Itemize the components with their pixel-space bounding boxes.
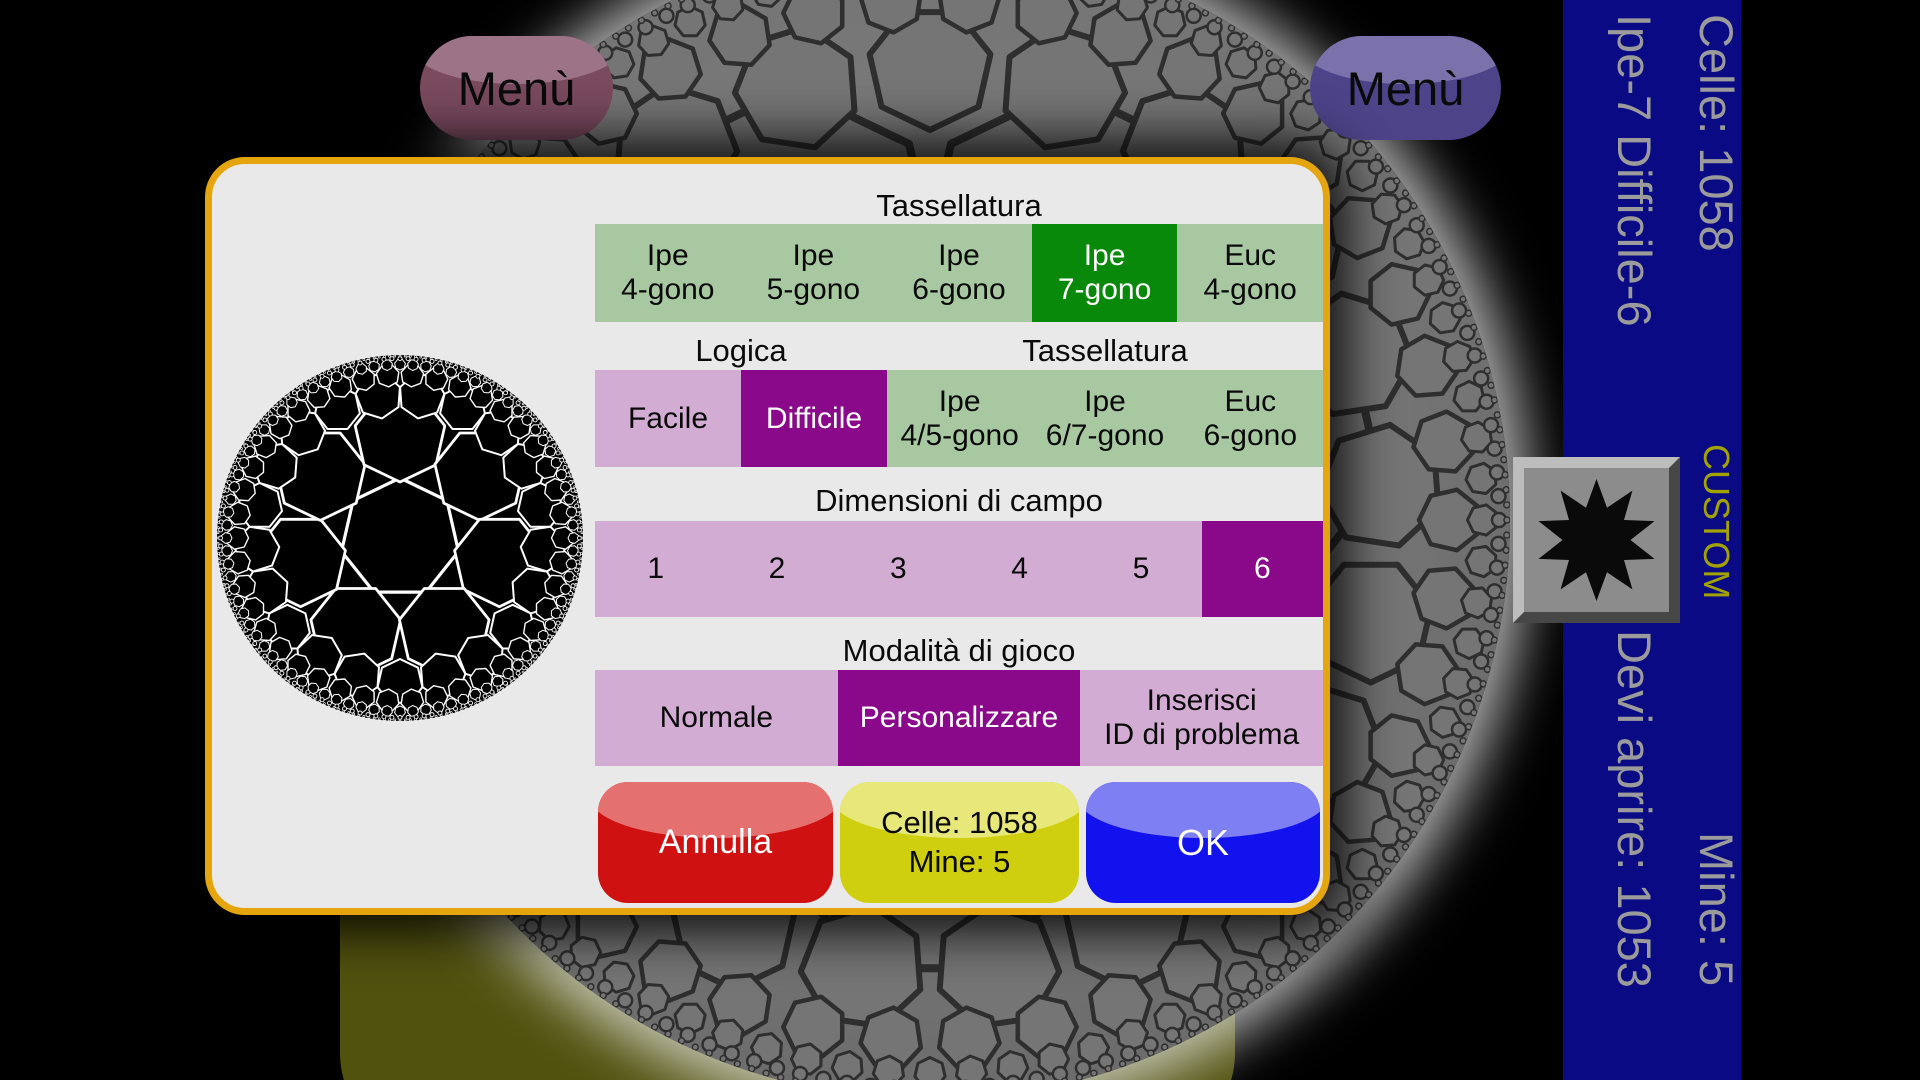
option-size-4[interactable]: 4: [958, 521, 1081, 617]
settings-dialog: Tassellatura Ipe 4-gono Ipe 5-gono Ipe 6…: [205, 157, 1330, 915]
option-ipe-7gono-selected[interactable]: Ipe 7-gono: [1031, 224, 1178, 322]
option-ipe-4gono[interactable]: Ipe 4-gono: [595, 224, 741, 322]
option-ipe-67gono[interactable]: Ipe 6/7-gono: [1032, 370, 1178, 467]
option-size-5[interactable]: 5: [1080, 521, 1202, 617]
star-icon: [1538, 479, 1655, 601]
status-mines: Mine: 5: [1690, 832, 1743, 987]
menu-button-left[interactable]: Menù: [420, 36, 613, 140]
ok-label: OK: [1176, 822, 1229, 863]
options-column: Tassellatura Ipe 4-gono Ipe 5-gono Ipe 6…: [595, 164, 1324, 908]
section-header-tessellation2: Tassellatura: [1022, 333, 1188, 368]
section-header-field-size: Dimensioni di campo: [815, 483, 1103, 518]
custom-star-button[interactable]: [1513, 457, 1680, 623]
status-custom-badge: CUSTOM: [1696, 444, 1737, 600]
menu-right-label: Menù: [1346, 61, 1465, 115]
option-size-1[interactable]: 1: [595, 521, 717, 617]
section-header-logic: Logica: [695, 333, 787, 368]
option-ipe-45gono[interactable]: Ipe 4/5-gono: [887, 370, 1033, 467]
button-gloss: [598, 782, 833, 838]
tessellation2-group: Ipe 4/5-gono Ipe 6/7-gono Euc 6-gono: [887, 370, 1323, 467]
status-cells-to-open: Devi aprire: 1053: [1608, 630, 1661, 988]
option-size-6-selected[interactable]: 6: [1201, 521, 1323, 617]
button-gloss: [420, 36, 613, 84]
option-size-2[interactable]: 2: [716, 521, 838, 617]
option-size-3[interactable]: 3: [837, 521, 959, 617]
option-difficile-selected[interactable]: Difficile: [741, 370, 887, 467]
button-gloss: [840, 782, 1079, 838]
option-inserisci-id[interactable]: Inserisci ID di problema: [1080, 670, 1324, 766]
section-header-game-mode: Modalità di gioco: [842, 633, 1076, 668]
menu-button-right[interactable]: Menù: [1310, 36, 1501, 140]
game-mode-row: Normale Personalizzare Inserisci ID di p…: [595, 670, 1324, 766]
button-gloss: [1086, 782, 1320, 838]
option-ipe-5gono[interactable]: Ipe 5-gono: [740, 224, 887, 322]
cells-mines-label: Celle: 1058 Mine: 5: [881, 804, 1038, 879]
menu-left-label: Menù: [457, 61, 576, 115]
option-personalizzare-selected[interactable]: Personalizzare: [837, 670, 1081, 766]
cancel-button[interactable]: Annulla: [598, 782, 833, 903]
cancel-label: Annulla: [658, 823, 773, 862]
section-header-tessellation: Tassellatura: [876, 188, 1042, 223]
tessellation-row: Ipe 4-gono Ipe 5-gono Ipe 6-gono Ipe 7-g…: [595, 224, 1323, 322]
field-size-row: 1 2 3 4 5 6: [595, 521, 1323, 617]
button-gloss: [1310, 36, 1501, 84]
tiling-preview-disc: [217, 355, 583, 721]
option-euc-4gono[interactable]: Euc 4-gono: [1177, 224, 1323, 322]
cells-mines-info-button[interactable]: Celle: 1058 Mine: 5: [840, 782, 1079, 903]
status-mode: Ipe-7 Difficile-6: [1608, 14, 1661, 327]
ok-button[interactable]: OK: [1086, 782, 1320, 903]
option-euc-6gono[interactable]: Euc 6-gono: [1177, 370, 1323, 467]
option-facile[interactable]: Facile: [595, 370, 741, 467]
logic-row: Facile Difficile Ipe 4/5-gono Ipe 6/7-go…: [595, 370, 1323, 467]
option-ipe-6gono[interactable]: Ipe 6-gono: [886, 224, 1032, 322]
status-cells: Celle: 1058: [1690, 14, 1743, 252]
option-normale[interactable]: Normale: [595, 670, 838, 766]
